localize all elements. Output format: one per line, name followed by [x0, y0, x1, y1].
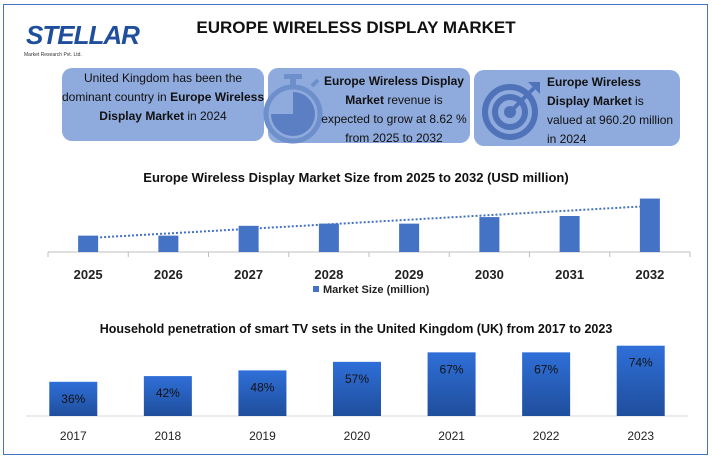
stellar-logo: STELLAR Market Research Pvt. Ltd.: [10, 8, 140, 58]
x-tick-label: 2019: [249, 429, 276, 443]
chart2-title: Household penetration of smart TV sets i…: [99, 322, 613, 336]
data-label: 42%: [156, 386, 180, 400]
market-size-chart: 2025 2026 2027 2028 2029 2030 2031 2032 Market S…: [47, 198, 691, 296]
x-tick-label: 2021: [438, 429, 465, 443]
x-tick-label: 2017: [60, 429, 87, 443]
data-label: 57%: [345, 372, 369, 386]
data-label: 67%: [440, 362, 464, 376]
x-tick-label: 2023: [627, 429, 654, 443]
info-text: United Kingdom has been the dominant cou…: [62, 71, 243, 104]
info-bold: Europe Wireless Display Market: [324, 74, 464, 107]
bar: [427, 352, 476, 416]
bar: [78, 235, 99, 252]
chart1-title: Europe Wireless Display Market Size from…: [143, 170, 569, 185]
bar: [318, 223, 339, 252]
x-tick-label: 2032: [635, 267, 664, 282]
info-bold: Europe Wireless Display Market: [99, 90, 264, 123]
x-tick-label: 2026: [154, 267, 183, 282]
page-title: EUROPE WIRELESS DISPLAY MARKET: [196, 18, 516, 37]
x-tick-label: 2029: [395, 267, 424, 282]
data-label: 67%: [534, 362, 558, 376]
bar: [333, 361, 381, 416]
info-text: revenue is expected to grow at 8.62 % fr…: [321, 93, 467, 145]
bar: [616, 345, 665, 416]
bar: [238, 225, 259, 252]
bar: [522, 352, 571, 416]
frame-border: [3, 4, 708, 455]
legend-swatch: [313, 286, 319, 292]
info-text: is valued at 960.20 million in 2024: [547, 94, 674, 146]
logo-text: STELLAR: [26, 20, 140, 50]
x-tick-label: 2025: [74, 267, 103, 282]
info-box-dominant-country: United Kingdom has been the dominant cou…: [62, 68, 264, 141]
info-box-valuation: Europe Wireless Display Market is valued…: [474, 70, 680, 146]
bar: [479, 217, 500, 252]
info-box-growth: Europe Wireless Display Market revenue i…: [263, 68, 470, 145]
target-icon: [482, 82, 540, 140]
smart-tv-penetration-chart: 36% 2017 42% 2018 48% 2019 57% 2020 67% 2021 67% 20…: [26, 345, 688, 443]
data-label: 36%: [61, 392, 85, 406]
info-text: in 2024: [184, 109, 227, 123]
bar: [639, 198, 660, 252]
bar: [399, 223, 420, 252]
data-label: 74%: [629, 356, 653, 370]
x-tick-label: 2018: [155, 429, 182, 443]
x-tick-label: 2020: [344, 429, 371, 443]
data-label: 48%: [250, 380, 274, 394]
x-tick-label: 2022: [533, 429, 560, 443]
bar: [238, 370, 287, 416]
x-tick-label: 2031: [555, 267, 584, 282]
trendline: [88, 205, 650, 239]
bar: [158, 235, 179, 252]
x-tick-label: 2030: [475, 267, 504, 282]
stopwatch-icon: [263, 74, 323, 144]
info-bold: Europe Wireless Display Market: [547, 75, 641, 108]
logo-subtitle: Market Research Pvt. Ltd.: [24, 52, 82, 58]
bar: [143, 376, 192, 416]
bar: [49, 381, 98, 416]
bar: [559, 216, 580, 252]
x-tick-label: 2028: [314, 267, 343, 282]
x-tick-label: 2027: [234, 267, 263, 282]
legend-label: Market Size (million): [323, 284, 430, 296]
